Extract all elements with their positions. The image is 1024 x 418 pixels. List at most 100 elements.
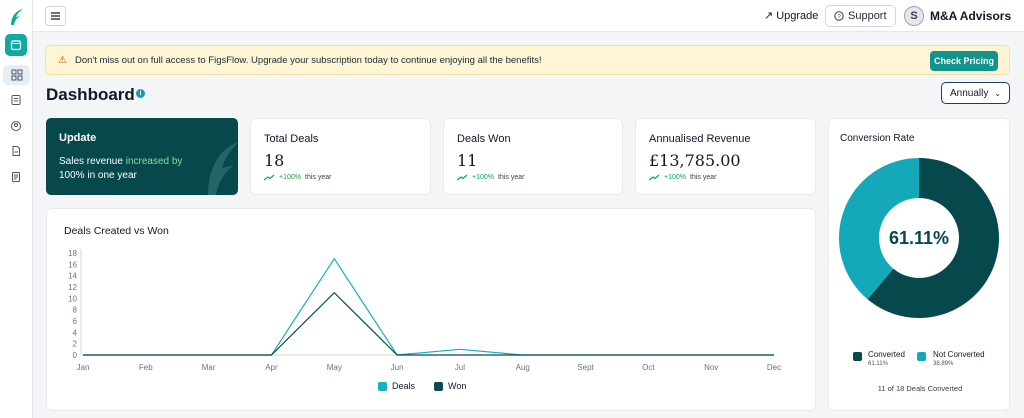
support-label: Support [848,10,887,22]
arrow-up-right-icon: ↗ [764,10,774,22]
stat-title: Total Deals [264,133,319,145]
update-card: Update Sales revenue increased by 100% i… [46,118,238,195]
legend-value: 61.11% [868,361,888,367]
series-line-deals [83,257,774,356]
legend-swatch [434,381,443,391]
stat-trend: +100% this year [649,174,716,181]
y-tick-label: 0 [73,351,78,360]
top-bar: ↗ Upgrade ? Support S M&A Advisors [33,0,1024,32]
y-tick-label: 4 [73,328,78,337]
legend-label: Converted [868,350,905,359]
period-label: Annually [949,87,989,99]
y-tick-label: 12 [68,283,77,292]
legend-swatch [378,381,387,391]
avatar: S [904,6,924,26]
warning-icon: ⚠ [58,55,67,66]
legend-not-converted: Not Converted 38.89% [917,350,985,367]
banner-text: Don't miss out on full access to FigsFlo… [75,55,542,66]
account-name: M&A Advisors [930,9,1012,23]
y-tick-label: 14 [68,272,77,281]
user-circle-icon [11,121,21,131]
stat-title: Annualised Revenue [649,133,751,145]
trend-up-icon [457,174,468,181]
report-icon [12,172,20,182]
info-icon[interactable]: i [136,89,145,98]
upgrade-label: Upgrade [776,9,819,22]
x-tick-label: Aug [516,363,530,372]
pie-slice-converted [867,158,999,318]
update-text: Sales revenue increased by 100% in one y… [59,155,199,183]
legend-swatch [853,352,862,361]
chevron-down-icon: ⌄ [994,88,1002,98]
stat-card-total-deals: Total Deals 18 +100% this year [250,118,431,195]
x-tick-label: Sept [577,363,594,372]
stat-pct: +100% [279,174,301,181]
sidebar-item-reports[interactable] [5,166,27,188]
calendar-icon [10,40,22,51]
update-text-before: Sales revenue [59,156,126,167]
x-tick-label: Oct [642,363,655,372]
chart-title: Deals Created vs Won [64,225,169,237]
pie-slice-not-converted [839,158,919,300]
help-circle-icon: ? [834,11,844,21]
y-tick-label: 16 [68,260,77,269]
figsflow-logo [11,9,23,25]
stat-suffix: this year [305,174,332,181]
stat-suffix: this year [690,174,717,181]
stat-card-deals-won: Deals Won 11 +100% this year [443,118,623,195]
sidebar-item-contacts[interactable] [5,115,27,137]
legend-converted: Converted 61.11% [853,350,905,367]
stat-title: Deals Won [457,133,511,145]
x-tick-label: Jun [391,363,404,372]
series-line-won [83,291,774,356]
sidebar [0,0,33,418]
menu-toggle-button[interactable] [45,6,66,26]
stat-pct: +100% [664,174,686,181]
account-menu[interactable]: S M&A Advisors [904,6,1011,26]
page-title: Dashboard [46,85,135,104]
svg-text:?: ? [837,14,841,20]
legend-label: Deals [392,381,416,391]
conversion-footer: 11 of 18 Deals Converted [877,384,963,393]
y-tick-label: 2 [73,340,78,349]
legend-label: Not Converted [933,350,985,359]
stat-suffix: this year [498,174,525,181]
document-stack-icon [11,95,21,105]
stat-trend: +100% this year [457,174,524,181]
subscription-banner: ⚠ Don't miss out on full access to FigsF… [45,45,1010,75]
legend-won[interactable]: Won [434,381,466,391]
legend-value: 38.89% [933,361,954,367]
trend-up-icon [264,174,275,181]
y-tick-label: 6 [73,317,78,326]
x-tick-label: Apr [265,363,278,372]
hamburger-icon [51,12,60,20]
leaf-watermark-icon [208,142,238,195]
stat-trend: +100% this year [264,174,331,181]
stat-card-annualised-revenue: Annualised Revenue £13,785.00 +100% this … [635,118,816,195]
legend-swatch [917,352,926,361]
support-button[interactable]: ? Support [825,5,896,27]
y-tick-label: 10 [68,294,77,303]
trend-up-icon [649,174,660,181]
y-tick-label: 18 [68,249,77,258]
stat-value: 18 [264,151,285,170]
deals-line-chart: 0 2 4 6 8 10 12 14 16 18 Jan Feb Mar Apr May Jun Jul Aug S… [68,249,781,372]
x-tick-label: Jan [77,363,90,372]
sidebar-item-calendar[interactable] [5,34,27,56]
x-tick-label: Mar [202,363,216,372]
x-tick-label: Dec [767,363,781,372]
sidebar-item-documents[interactable] [5,89,27,111]
check-pricing-button[interactable]: Check Pricing [930,51,998,71]
period-select[interactable]: Annually ⌄ [941,82,1010,104]
file-icon [12,146,20,156]
conversion-title: Conversion Rate [840,133,915,144]
stat-value: £13,785.00 [649,151,741,170]
x-tick-label: Jul [455,363,465,372]
upgrade-link[interactable]: ↗ Upgrade [764,9,819,23]
legend-deals[interactable]: Deals [378,381,415,391]
x-tick-label: Feb [139,363,153,372]
x-tick-label: May [327,363,342,372]
sidebar-item-dashboard[interactable] [3,65,30,85]
conversion-center-label: 61.11% [888,228,950,248]
sidebar-item-files[interactable] [5,140,27,162]
